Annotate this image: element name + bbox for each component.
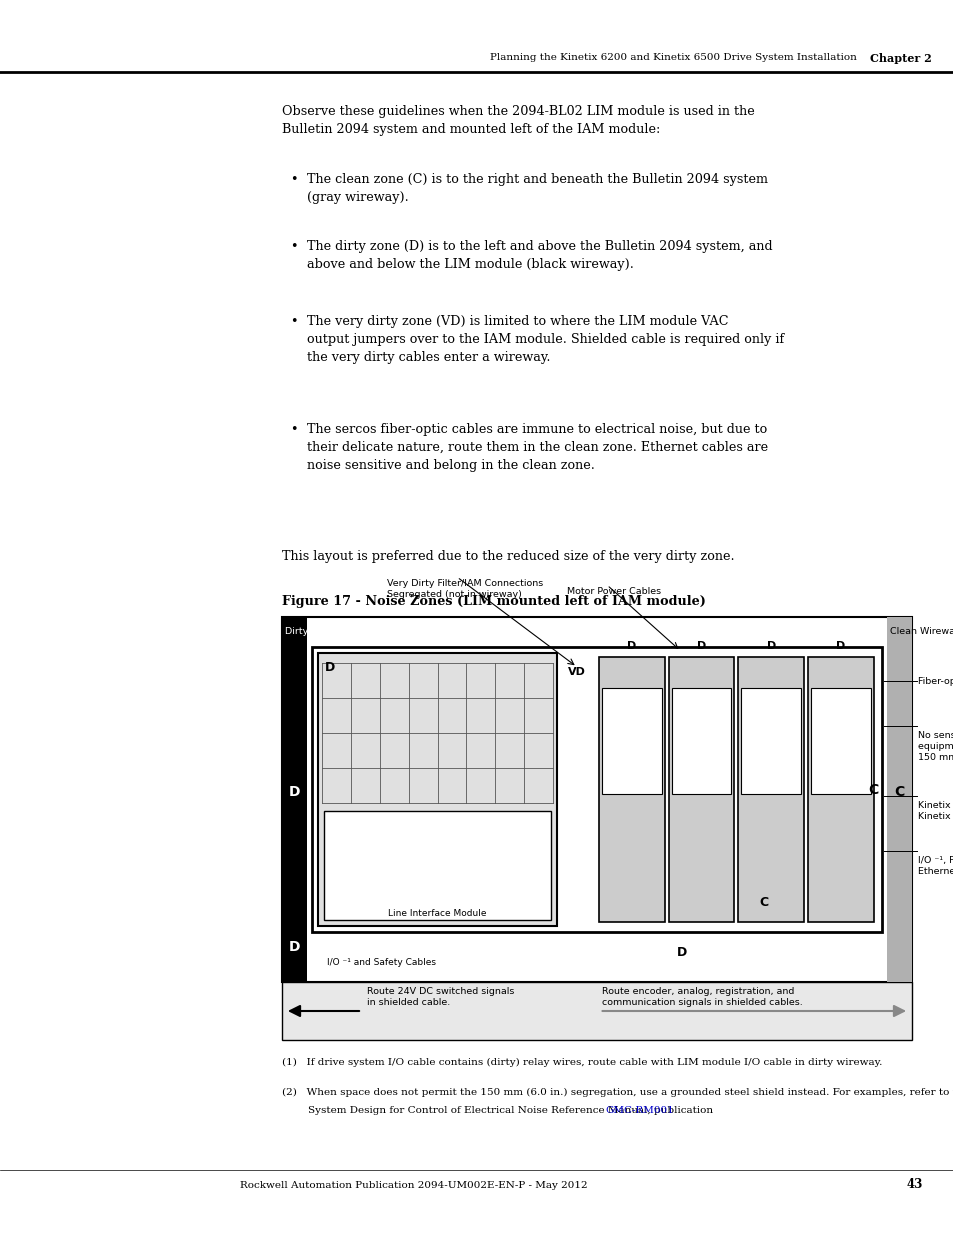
Text: The dirty zone (D) is to the left and above the Bulletin 2094 system, and
above : The dirty zone (D) is to the left and ab…	[307, 240, 772, 270]
Text: I/O ⁻¹, Feedback, and
Ethernet Cables: I/O ⁻¹, Feedback, and Ethernet Cables	[917, 856, 953, 877]
Bar	[738, 657, 803, 923]
Text: Line Interface Module: Line Interface Module	[388, 909, 486, 918]
Text: Kinetix 6200 or
Kinetix 6500 System: Kinetix 6200 or Kinetix 6500 System	[917, 802, 953, 821]
Text: C: C	[759, 895, 768, 909]
Text: •: •	[290, 173, 297, 186]
Text: Motor Power Cables: Motor Power Cables	[566, 587, 660, 597]
Text: Chapter 2: Chapter 2	[869, 53, 931, 63]
Text: D: D	[289, 785, 300, 799]
Text: C: C	[868, 783, 878, 797]
Text: Route 24V DC switched signals
in shielded cable.: Route 24V DC switched signals in shielde…	[367, 987, 514, 1007]
Bar	[886, 618, 911, 982]
Text: Clean Wireway: Clean Wireway	[889, 627, 953, 636]
Text: D: D	[325, 661, 335, 674]
Bar	[807, 657, 873, 923]
Bar	[740, 688, 801, 794]
Text: (1)   If drive system I/O cable contains (dirty) relay wires, route cable with L: (1) If drive system I/O cable contains (…	[282, 1058, 882, 1067]
Bar	[282, 618, 911, 982]
Text: •: •	[290, 240, 297, 253]
Bar	[598, 657, 664, 923]
Bar	[324, 811, 551, 920]
Text: GMC-RM001: GMC-RM001	[605, 1107, 674, 1115]
Text: The sercos fiber-optic cables are immune to electrical noise, but due to
their d: The sercos fiber-optic cables are immune…	[307, 424, 767, 472]
Bar	[317, 653, 557, 926]
Text: C: C	[893, 785, 903, 799]
Text: D: D	[289, 940, 300, 953]
Bar	[282, 982, 911, 1040]
Text: Rockwell Automation Publication 2094-UM002E-EN-P - May 2012: Rockwell Automation Publication 2094-UM0…	[240, 1181, 587, 1189]
Text: •: •	[290, 315, 297, 329]
Text: •: •	[290, 424, 297, 436]
Text: Fiber-optic Cable: Fiber-optic Cable	[917, 677, 953, 685]
Text: (2)   When space does not permit the 150 mm (6.0 in.) segregation, use a grounde: (2) When space does not permit the 150 m…	[282, 1088, 953, 1097]
Bar	[668, 657, 734, 923]
Text: This layout is preferred due to the reduced size of the very dirty zone.: This layout is preferred due to the redu…	[282, 550, 734, 563]
Bar	[312, 647, 882, 932]
Text: Observe these guidelines when the 2094-BL02 LIM module is used in the
Bulletin 2: Observe these guidelines when the 2094-B…	[282, 105, 754, 136]
Text: D: D	[836, 641, 845, 651]
Text: D: D	[626, 641, 636, 651]
Bar	[601, 688, 661, 794]
Text: Dirty Wireway: Dirty Wireway	[285, 627, 352, 636]
Text: D: D	[697, 641, 705, 651]
Text: Route encoder, analog, registration, and
communication signals in shielded cable: Route encoder, analog, registration, and…	[601, 987, 801, 1007]
Text: D: D	[766, 641, 775, 651]
Text: Figure 17 - Noise Zones (LIM mounted left of IAM module): Figure 17 - Noise Zones (LIM mounted lef…	[282, 595, 705, 608]
Text: The clean zone (C) is to the right and beneath the Bulletin 2094 system
(gray wi: The clean zone (C) is to the right and b…	[307, 173, 767, 204]
Text: Planning the Kinetix 6200 and Kinetix 6500 Drive System Installation: Planning the Kinetix 6200 and Kinetix 65…	[490, 53, 856, 63]
Text: System Design for Control of Electrical Noise Reference Manual, publication: System Design for Control of Electrical …	[282, 1107, 716, 1115]
Text: D: D	[677, 946, 687, 958]
Text: No sensitive ⁻²
equipment within
150 mm (6.0 in.).: No sensitive ⁻² equipment within 150 mm …	[917, 731, 953, 762]
Text: Very Dirty Filter/IAM Connections
Segregated (not in wireway): Very Dirty Filter/IAM Connections Segreg…	[387, 579, 542, 599]
Text: I/O ⁻¹ and Safety Cables: I/O ⁻¹ and Safety Cables	[327, 958, 436, 967]
Text: 43: 43	[906, 1178, 923, 1192]
Bar	[671, 688, 731, 794]
Text: The very dirty zone (VD) is limited to where the LIM module VAC
output jumpers o: The very dirty zone (VD) is limited to w…	[307, 315, 783, 364]
Bar	[810, 688, 870, 794]
Bar	[282, 618, 307, 982]
Text: VD: VD	[568, 667, 585, 677]
